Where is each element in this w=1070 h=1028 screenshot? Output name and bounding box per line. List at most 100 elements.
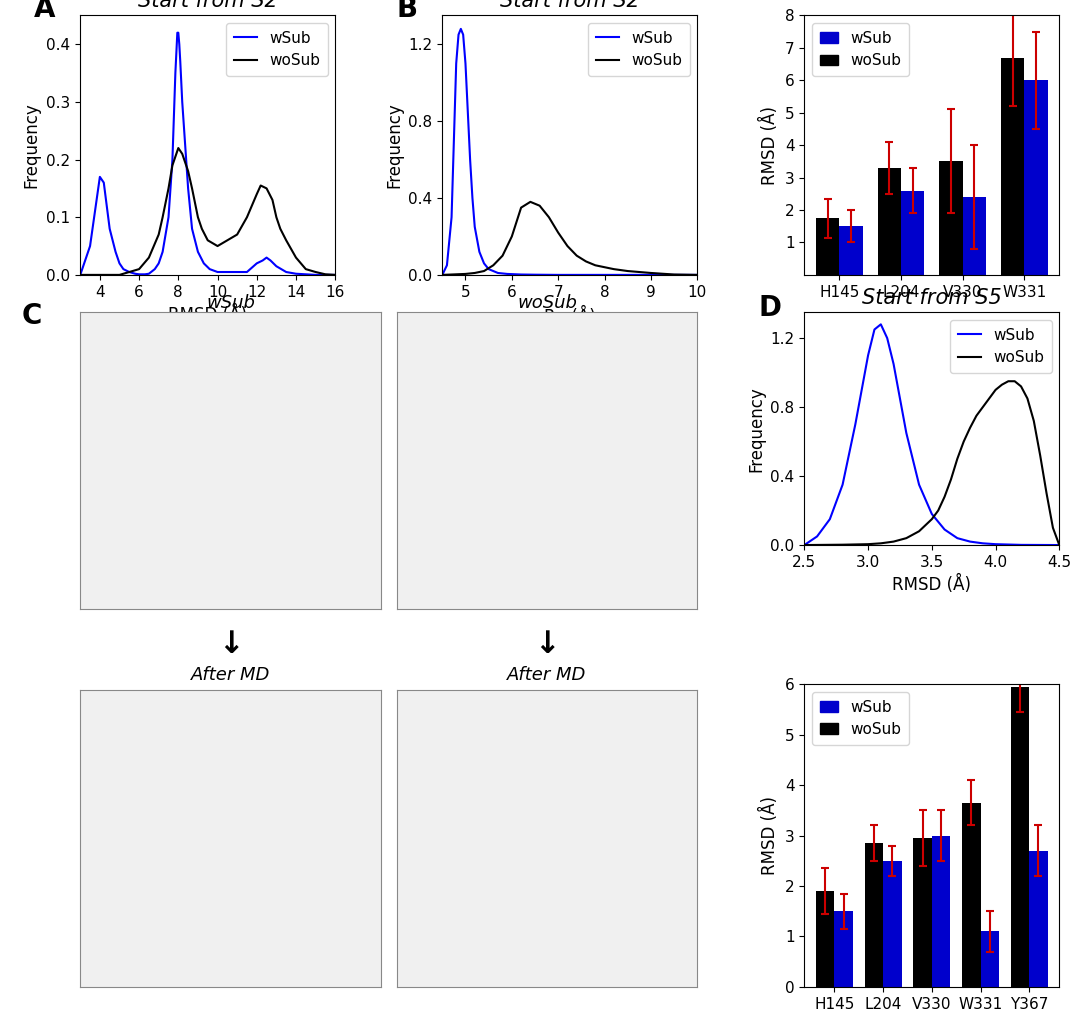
woSub	[668, 268, 681, 281]
woSub	[945, 473, 958, 485]
woSub	[250, 188, 263, 200]
woSub	[270, 211, 282, 223]
wSub	[938, 523, 951, 536]
Bar	[877, 168, 901, 274]
wSub	[926, 508, 938, 520]
Y-axis label: Frequency: Frequency	[22, 102, 41, 188]
Bar	[835, 911, 853, 987]
X-axis label: RMSD (Å): RMSD (Å)	[892, 576, 972, 594]
woSub	[644, 267, 657, 280]
wSub	[473, 246, 486, 258]
woSub	[622, 265, 635, 278]
woSub	[435, 268, 448, 281]
X-axis label: RMSD (Å): RMSD (Å)	[168, 305, 247, 324]
Text: C: C	[21, 302, 42, 330]
woSub	[1008, 375, 1021, 388]
Legend: wSub, woSub: wSub, woSub	[226, 23, 327, 76]
woSub	[93, 268, 106, 281]
woSub	[459, 267, 472, 280]
woSub	[231, 228, 244, 241]
woSub	[542, 211, 555, 223]
wSub	[211, 266, 224, 279]
wSub	[900, 427, 913, 439]
woSub	[552, 226, 565, 238]
woSub	[900, 531, 913, 544]
woSub	[1034, 449, 1046, 462]
wSub	[849, 418, 861, 431]
woSub	[83, 268, 96, 281]
wSub	[231, 266, 244, 279]
woSub	[938, 490, 951, 503]
Title: Start from S2: Start from S2	[500, 0, 640, 11]
wSub	[453, 29, 465, 41]
wSub	[220, 266, 233, 279]
wSub	[457, 29, 470, 41]
Bar	[1024, 80, 1048, 274]
wSub	[270, 260, 282, 272]
wSub	[824, 513, 837, 525]
wSub	[117, 263, 129, 276]
woSub	[951, 452, 964, 465]
wSub	[173, 38, 186, 50]
wSub	[300, 268, 312, 281]
wSub	[644, 268, 657, 281]
wSub	[552, 268, 565, 281]
wSub	[622, 268, 635, 281]
wSub	[964, 536, 977, 548]
wSub	[166, 153, 179, 166]
wSub	[881, 332, 893, 344]
woSub	[798, 539, 811, 551]
wSub	[491, 267, 504, 280]
wSub	[989, 538, 1002, 550]
Legend: wSub, woSub: wSub, woSub	[588, 23, 690, 76]
woSub	[588, 259, 601, 271]
Text: B: B	[396, 0, 417, 23]
woSub	[970, 409, 983, 421]
woSub	[172, 142, 185, 154]
woSub	[201, 234, 214, 247]
Line: wSub: wSub	[442, 29, 698, 274]
Legend: wSub, woSub: wSub, woSub	[950, 320, 1052, 373]
wSub	[138, 268, 151, 281]
woSub	[515, 201, 528, 214]
Bar	[901, 190, 924, 274]
wSub	[109, 246, 122, 258]
Text: After MD: After MD	[507, 666, 586, 685]
woSub	[608, 263, 621, 276]
wSub	[1014, 539, 1027, 551]
woSub	[1014, 380, 1027, 393]
woSub	[1027, 414, 1040, 427]
wSub	[169, 67, 182, 79]
woSub	[274, 223, 287, 235]
wSub	[483, 263, 495, 276]
woSub	[220, 234, 233, 247]
wSub	[469, 221, 482, 233]
Y-axis label: RMSD (Å): RMSD (Å)	[760, 106, 779, 185]
woSub	[162, 182, 174, 194]
woSub	[290, 252, 303, 264]
Bar	[1011, 687, 1029, 987]
wSub	[83, 240, 96, 252]
woSub	[175, 148, 188, 160]
wSub	[182, 182, 195, 194]
wSub	[691, 268, 704, 281]
wSub	[250, 257, 263, 269]
wSub	[861, 350, 874, 362]
woSub	[309, 266, 322, 279]
wSub	[142, 267, 155, 280]
wSub	[260, 252, 273, 264]
woSub	[982, 393, 995, 405]
Bar	[932, 836, 950, 987]
Legend: wSub, woSub: wSub, woSub	[812, 692, 908, 745]
woSub	[241, 211, 254, 223]
wSub	[149, 263, 162, 276]
Bar	[816, 218, 839, 274]
wSub	[455, 23, 468, 35]
wSub	[575, 268, 587, 281]
wSub	[74, 268, 87, 281]
woSub	[182, 164, 195, 177]
woSub	[1053, 539, 1066, 551]
woSub	[487, 259, 500, 271]
wSub	[156, 246, 169, 258]
wSub	[97, 177, 110, 189]
